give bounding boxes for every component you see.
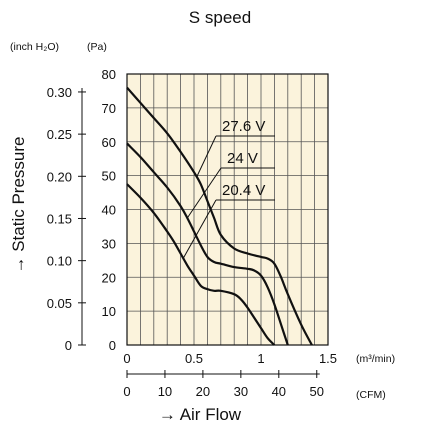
x2-tick-label: 50 [310,384,324,399]
x2-tick-label: 0 [123,384,130,399]
series-leader-line [186,167,222,219]
series-label: 24 V [227,150,258,167]
axes [78,73,329,378]
x-axis-title: → Air Flow [159,405,242,424]
tick-labels: 0102030405060708000.050.100.150.200.250.… [47,67,337,399]
y2-unit-label: (inch H₂O) [10,41,59,53]
y-tick-label: 40 [102,203,116,218]
plot-frame [126,73,329,346]
x2-unit-label: (CFM) [356,389,386,401]
series-leader-line [196,135,217,178]
series-line [126,142,289,346]
y-tick-label: 60 [102,135,116,150]
y2-tick-label: 0.15 [47,211,72,226]
y-tick-label: 30 [102,236,116,251]
y-tick-label: 70 [102,101,116,116]
y2-tick-label: 0.20 [47,169,72,184]
y-tick-label: 0 [109,338,116,353]
y2-tick-label: 0.05 [47,296,72,311]
series-label: 20.4 V [222,182,265,199]
x-tick-label: 0 [123,351,130,366]
x-tick-label: 1 [257,351,264,366]
series-line [126,86,313,346]
y-tick-label: 50 [102,169,116,184]
y2-tick-label: 0 [65,338,72,353]
series-leader-line [182,199,217,259]
series-lines [126,86,313,346]
series-labels: 27.6 V 24 V 20.4 V [182,118,275,259]
y-tick-label: 80 [102,67,116,82]
y-tick-label: 20 [102,270,116,285]
chart-title: S speed [189,8,251,27]
x2-tick-label: 30 [234,384,248,399]
y2-tick-label: 0.25 [47,127,72,142]
x2-tick-label: 10 [158,384,172,399]
x2-tick-label: 40 [272,384,286,399]
x-unit-label: (m³/min) [356,353,395,365]
y-tick-label: 10 [102,304,116,319]
y-axis-title: → Static Pressure [9,137,28,274]
x2-tick-label: 20 [196,384,210,399]
y-unit-label: (Pa) [87,41,107,53]
y2-tick-label: 0.10 [47,254,72,269]
x-tick-label: 1.5 [319,351,337,366]
series-line [126,183,276,346]
x-tick-label: 0.5 [185,351,203,366]
y2-tick-label: 0.30 [47,85,72,100]
series-label: 27.6 V [222,118,265,135]
